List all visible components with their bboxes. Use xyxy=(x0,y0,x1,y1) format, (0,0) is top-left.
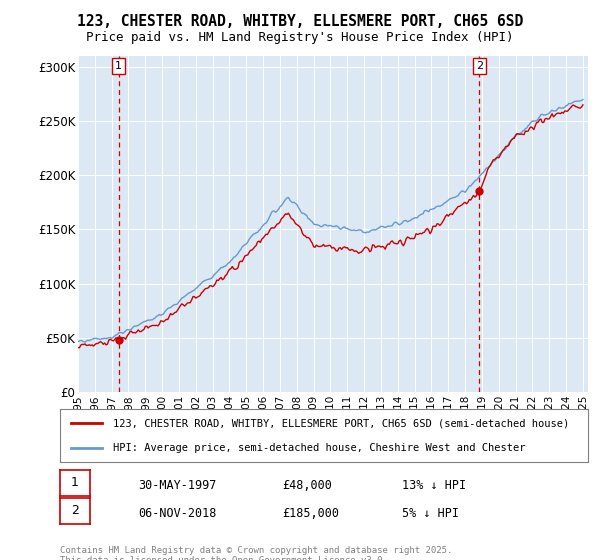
Text: 123, CHESTER ROAD, WHITBY, ELLESMERE PORT, CH65 6SD: 123, CHESTER ROAD, WHITBY, ELLESMERE POR… xyxy=(77,14,523,29)
Text: 2: 2 xyxy=(71,505,79,517)
Text: 1: 1 xyxy=(71,477,79,489)
Text: HPI: Average price, semi-detached house, Cheshire West and Chester: HPI: Average price, semi-detached house,… xyxy=(113,442,526,452)
Text: 06-NOV-2018: 06-NOV-2018 xyxy=(138,507,217,520)
Text: 30-MAY-1997: 30-MAY-1997 xyxy=(138,479,217,492)
Text: Contains HM Land Registry data © Crown copyright and database right 2025.
This d: Contains HM Land Registry data © Crown c… xyxy=(60,546,452,560)
Text: £48,000: £48,000 xyxy=(282,479,332,492)
Text: 123, CHESTER ROAD, WHITBY, ELLESMERE PORT, CH65 6SD (semi-detached house): 123, CHESTER ROAD, WHITBY, ELLESMERE POR… xyxy=(113,418,569,428)
Text: 1: 1 xyxy=(115,61,122,71)
Text: 5% ↓ HPI: 5% ↓ HPI xyxy=(402,507,459,520)
Text: 2: 2 xyxy=(476,61,483,71)
Text: Price paid vs. HM Land Registry's House Price Index (HPI): Price paid vs. HM Land Registry's House … xyxy=(86,31,514,44)
Text: 13% ↓ HPI: 13% ↓ HPI xyxy=(402,479,466,492)
Text: £185,000: £185,000 xyxy=(282,507,339,520)
